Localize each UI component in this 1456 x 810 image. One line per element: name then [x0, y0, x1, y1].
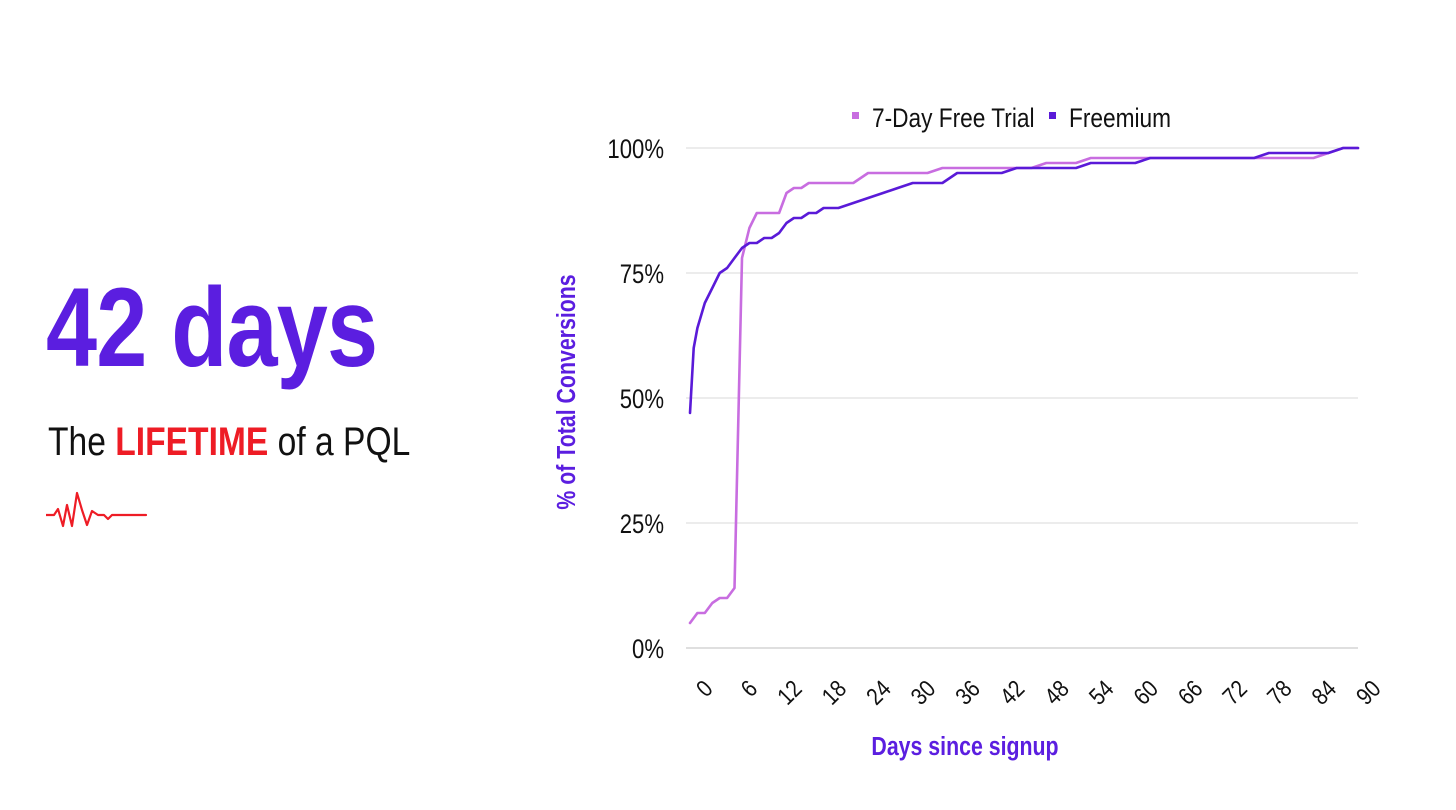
x-tick-label: 60	[1128, 675, 1163, 710]
subline-prefix: The	[48, 420, 106, 464]
x-tick-label: 6	[735, 675, 762, 702]
x-tick-label: 78	[1262, 675, 1297, 710]
y-tick-label: 100%	[607, 135, 664, 165]
x-tick-label: 84	[1306, 675, 1341, 710]
subline: The LIFETIME of a PQL	[48, 422, 410, 462]
y-tick-label: 75%	[620, 260, 664, 290]
legend-swatch	[1049, 112, 1056, 119]
x-axis-label: Days since signup	[871, 732, 1058, 762]
heartbeat-line-icon	[46, 491, 148, 528]
x-tick-label: 30	[906, 675, 941, 710]
x-tick-label: 42	[995, 675, 1030, 710]
x-tick-label: 36	[950, 675, 985, 710]
y-tick-label: 50%	[620, 385, 664, 415]
y-tick-labels: 0% 25% 50% 75% 100%	[607, 135, 664, 665]
headline-days: 42 days	[46, 265, 378, 390]
subline-suffix: of a PQL	[277, 420, 411, 464]
x-tick-label: 12	[772, 675, 807, 710]
x-tick-label: 90	[1351, 675, 1386, 710]
x-tick-label: 18	[817, 675, 852, 710]
heartbeat-line	[46, 491, 148, 528]
y-tick-label: 0%	[632, 635, 664, 665]
gridlines	[686, 147, 1358, 649]
y-axis-label: % of Total Conversions	[552, 274, 582, 509]
x-tick-label: 24	[861, 675, 896, 710]
series-lines	[688, 146, 1360, 625]
x-tick-label: 48	[1039, 675, 1074, 710]
subline-emphasis: LIFETIME	[115, 420, 269, 464]
series-line-freemium	[688, 146, 1360, 415]
x-tick-label: 0	[691, 675, 718, 702]
y-tick-label: 25%	[620, 510, 664, 540]
legend-label: 7-Day Free Trial	[872, 103, 1035, 133]
legend-swatch	[852, 112, 859, 119]
x-tick-label: 66	[1173, 675, 1208, 710]
x-tick-label: 54	[1084, 675, 1119, 710]
legend-label: Freemium	[1069, 103, 1171, 133]
x-tick-labels: 0 6 12 18 24 30 36 42 48 54 60 66 72 78 84 90	[691, 675, 1386, 710]
legend: 7-Day Free Trial Freemium	[852, 103, 1171, 133]
x-tick-label: 72	[1217, 675, 1252, 710]
